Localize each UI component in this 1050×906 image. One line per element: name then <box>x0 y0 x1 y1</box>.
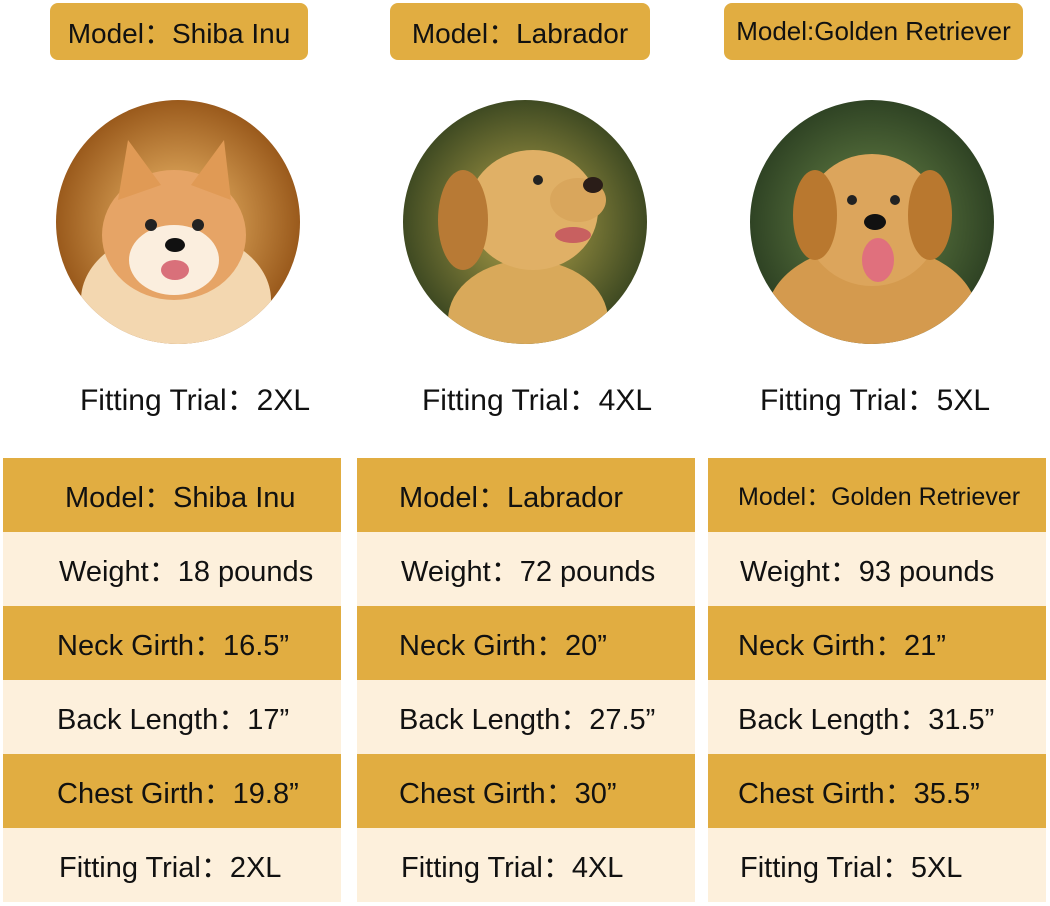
weight-row: Weight：93 pounds <box>708 532 1046 606</box>
size-table-labrador: Model：Labrador Weight：72 pounds Neck Gir… <box>357 458 695 902</box>
neck-girth-row: Neck Girth：20” <box>357 606 695 680</box>
size-table-shiba: Model：Shiba Inu Weight：18 pounds Neck Gi… <box>3 458 341 902</box>
golden-retriever-photo <box>750 100 994 344</box>
fitting-trial-labrador: Fitting Trial：4XL <box>421 384 653 417</box>
model-label-shiba: Model：Shiba Inu <box>50 3 308 60</box>
labrador-photo <box>403 100 647 344</box>
weight-row: Weight：72 pounds <box>357 532 695 606</box>
model-label-labrador: Model：Labrador <box>390 3 650 60</box>
back-length-row: Back Length：27.5” <box>357 680 695 754</box>
neck-girth-row: Neck Girth：21” <box>708 606 1046 680</box>
model-row: Model：Golden Retriever <box>708 458 1046 532</box>
fitting-trial-row: Fitting Trial：4XL <box>357 828 695 902</box>
model-label-golden: Model:Golden Retriever <box>724 3 1023 60</box>
chest-girth-row: Chest Girth：35.5” <box>708 754 1046 828</box>
fitting-trial-golden: Fitting Trial：5XL <box>759 384 991 417</box>
back-length-row: Back Length：31.5” <box>708 680 1046 754</box>
chest-girth-row: Chest Girth：19.8” <box>3 754 341 828</box>
model-row: Model：Labrador <box>357 458 695 532</box>
back-length-row: Back Length：17” <box>3 680 341 754</box>
fitting-trial-row: Fitting Trial：2XL <box>3 828 341 902</box>
chest-girth-row: Chest Girth：30” <box>357 754 695 828</box>
size-table-golden: Model：Golden Retriever Weight：93 pounds … <box>708 458 1046 902</box>
neck-girth-row: Neck Girth：16.5” <box>3 606 341 680</box>
model-row: Model：Shiba Inu <box>3 458 341 532</box>
fitting-trial-row: Fitting Trial：5XL <box>708 828 1046 902</box>
weight-row: Weight：18 pounds <box>3 532 341 606</box>
fitting-trial-shiba: Fitting Trial：2XL <box>79 384 311 417</box>
shiba-inu-photo <box>56 100 300 344</box>
